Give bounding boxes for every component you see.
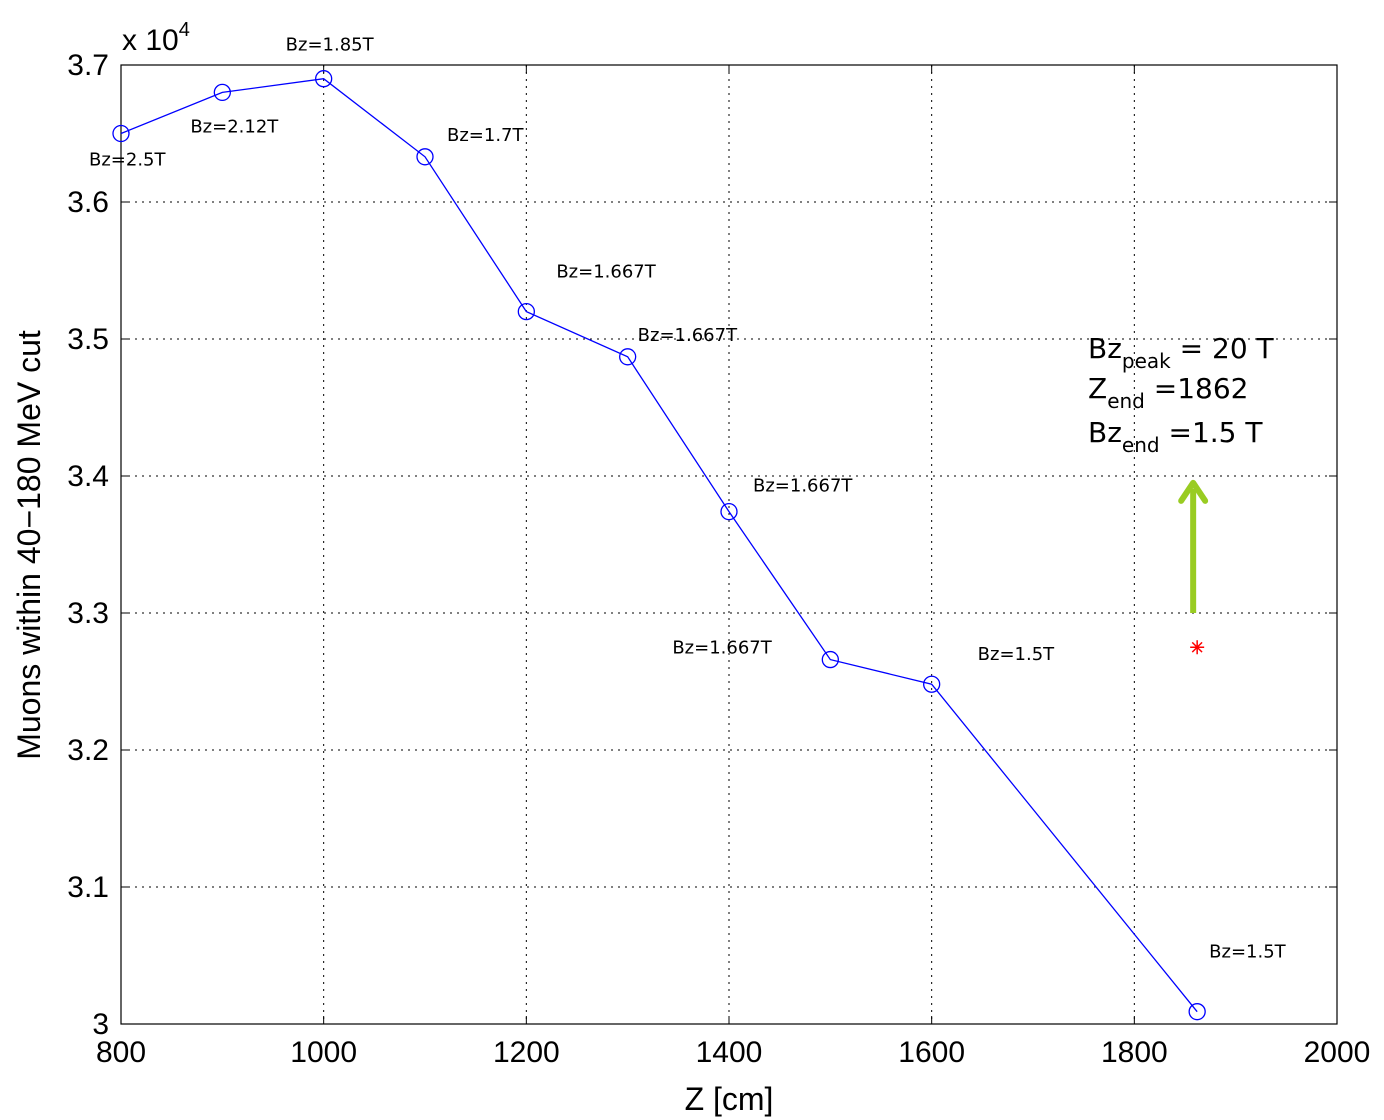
- y-tick-label: 3.2: [67, 734, 109, 767]
- point-label: Bz=1.667T: [556, 262, 656, 283]
- point-label: Bz=1.5T: [978, 644, 1056, 665]
- y-tick-label: 3.7: [67, 49, 109, 82]
- data-point-marker: [821, 650, 839, 669]
- arrow-head: [1178, 479, 1209, 504]
- y-multiplier-exponent: 4: [179, 19, 190, 41]
- asterisk-stroke: [1191, 641, 1203, 653]
- point-label: Bz=1.7T: [447, 125, 525, 146]
- data-point-marker: [315, 70, 333, 88]
- point-label: Bz=1.667T: [672, 638, 772, 659]
- data-point-marker: [517, 302, 535, 321]
- point-label: Bz=1.667T: [753, 476, 853, 497]
- point-labels: Bz=2.5T Bz=2.12T Bz=1.85T Bz=1.7T Bz=1.667T B…: [89, 35, 1287, 963]
- x-tick-label: 1400: [696, 1036, 763, 1069]
- x-tick-label: 1600: [898, 1036, 965, 1069]
- y-multiplier: x 104: [122, 19, 190, 57]
- data-point-marker: [619, 348, 637, 366]
- x-tick-label: 1200: [493, 1036, 560, 1069]
- data-point-marker: [1188, 1003, 1206, 1021]
- y-tick-label: 3.6: [67, 186, 109, 219]
- annotation-line-2: Zend =1862: [1088, 372, 1249, 413]
- data-point-marker: [923, 675, 941, 693]
- data-point-marker: [416, 148, 434, 166]
- y-tick-label: 3: [92, 1008, 109, 1041]
- point-label: Bz=2.5T: [89, 150, 167, 171]
- y-axis-title: Muons within 40−180 MeV cut: [11, 330, 47, 760]
- y-tick-label: 3.5: [67, 323, 109, 356]
- series-line: [120, 78, 1198, 1013]
- y-tick-label: 3.3: [67, 597, 109, 630]
- annotation-line-3: Bzend =1.5 T: [1088, 416, 1263, 457]
- axes-box: [120, 64, 1338, 1025]
- y-tick-label: 3.4: [67, 460, 109, 493]
- point-label: Bz=1.85T: [286, 35, 375, 56]
- data-point-marker: [720, 502, 738, 521]
- x-axis-title: Z [cm]: [685, 1081, 774, 1117]
- x-tick-label: 2000: [1304, 1036, 1371, 1069]
- x-tick-label: 800: [96, 1036, 146, 1069]
- y-tick-label: 3.1: [67, 871, 109, 904]
- grid: [121, 64, 1337, 1024]
- x-tick-label: 1000: [290, 1036, 357, 1069]
- data-point-marker: [213, 83, 231, 102]
- data-point-marker: [112, 124, 130, 143]
- green-arrow: [1178, 479, 1209, 613]
- x-tick-label: 1800: [1101, 1036, 1168, 1069]
- series: [112, 70, 1206, 1021]
- annotation-block: Bzpeak = 20 T Zend =1862 Bzend =1.5 T: [1088, 332, 1275, 457]
- ticks: 800 1000 1200 1400 1600 1800 2000 3 3.1 3.2 3.3 3.4…: [67, 49, 1370, 1069]
- point-label: Bz=2.12T: [190, 116, 279, 137]
- red-asterisk-marker: [1190, 640, 1205, 655]
- point-label: Bz=1.5T: [1209, 942, 1287, 963]
- annotation-line-1: Bzpeak = 20 T: [1088, 332, 1275, 373]
- point-label: Bz=1.667T: [638, 325, 738, 346]
